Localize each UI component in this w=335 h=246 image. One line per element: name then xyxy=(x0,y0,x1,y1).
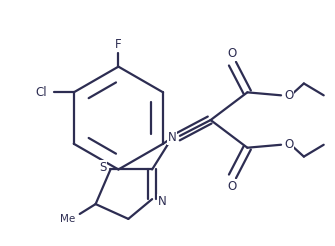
Text: N: N xyxy=(168,131,176,144)
Text: Cl: Cl xyxy=(35,86,47,99)
Text: N: N xyxy=(158,195,166,208)
Text: O: O xyxy=(228,180,237,193)
Text: O: O xyxy=(284,138,293,151)
Text: O: O xyxy=(284,89,293,102)
Text: S: S xyxy=(99,161,106,174)
Text: O: O xyxy=(228,47,237,60)
Text: Me: Me xyxy=(60,214,75,224)
Text: F: F xyxy=(115,38,122,51)
